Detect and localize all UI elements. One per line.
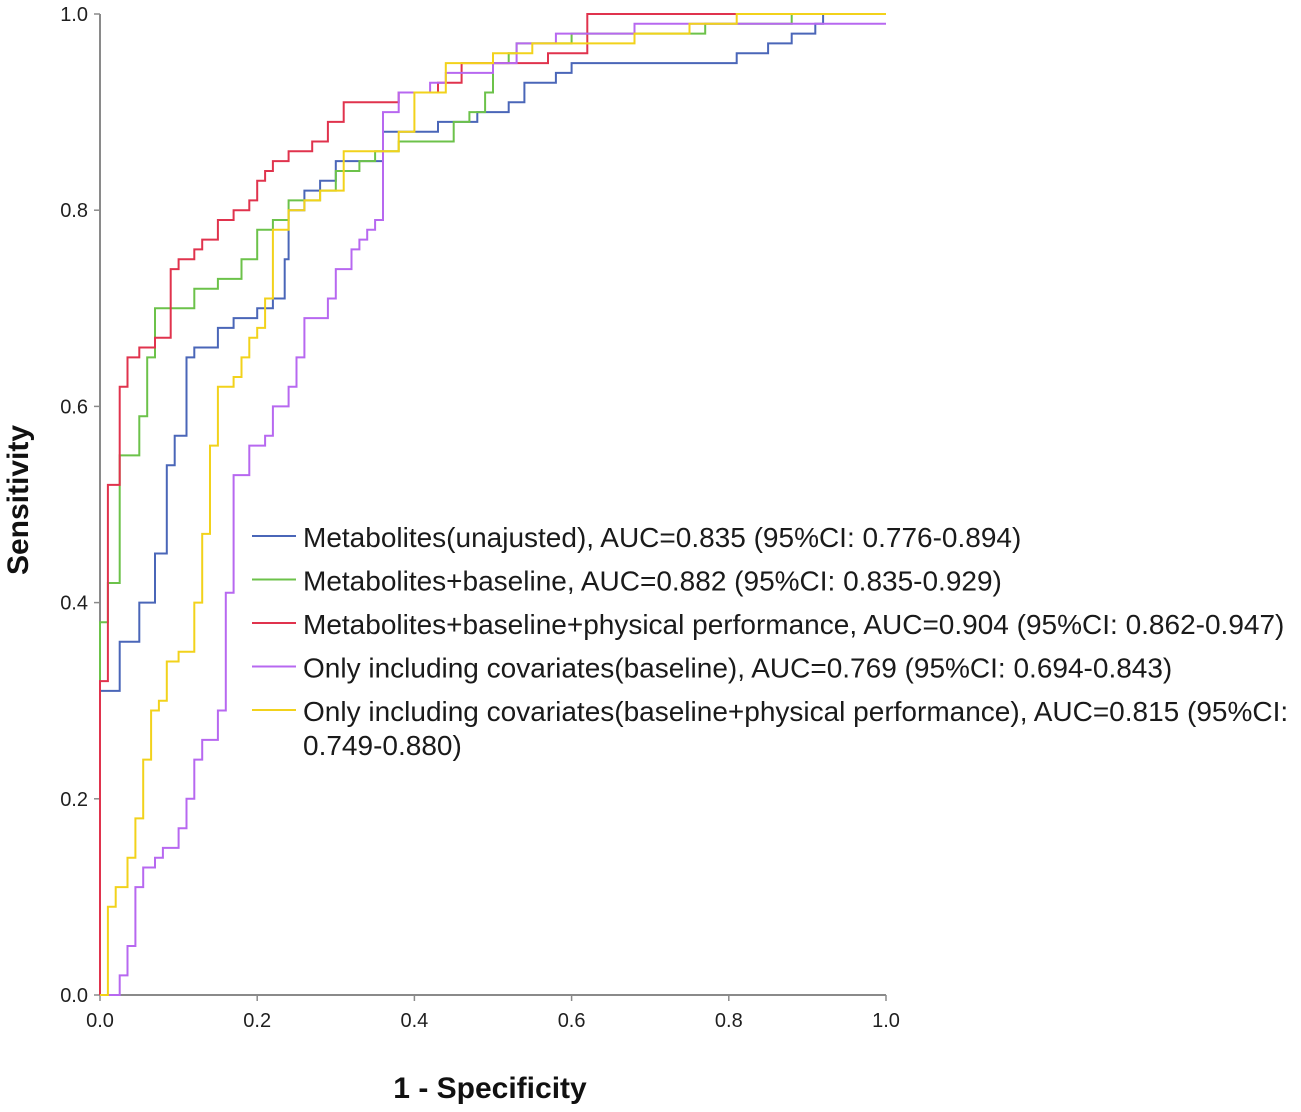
y-tick-label: 0.8: [60, 200, 88, 222]
y-axis-title: Sensitivity: [2, 425, 35, 575]
x-tick-label: 1.0: [872, 1010, 900, 1032]
legend-entry-1: Metabolites(unajusted), AUC=0.835 (95%CI…: [303, 522, 1021, 553]
legend-entry-3: Metabolites+baseline+physical performanc…: [303, 609, 1284, 640]
roc-curve-2: [99, 13, 886, 995]
x-tick-label: 0.4: [400, 1010, 428, 1032]
y-tick-label: 0.0: [60, 985, 88, 1007]
roc-curve-1: [99, 13, 886, 995]
legend-entry-4: Only including covariates(baseline), AUC…: [303, 653, 1172, 684]
roc-curve-3: [99, 13, 886, 995]
y-tick-label: 0.6: [60, 396, 88, 418]
axes: [99, 14, 886, 996]
x-tick-label: 0.0: [86, 1010, 114, 1032]
roc-curve-5: [100, 13, 886, 996]
legend-entry-2: Metabolites+baseline, AUC=0.882 (95%CI: …: [303, 566, 1002, 597]
axis-ticks: 0.0 0.2 0.4 0.6 0.8 1.0 0.0 0.2 0.4 0.6 0.8 1.0: [60, 4, 900, 1032]
roc-curve-4: [100, 22, 886, 996]
legend-entry-6: 0.749-0.880): [303, 730, 462, 761]
x-tick-label: 0.2: [243, 1010, 271, 1032]
x-tick-label: 0.6: [558, 1010, 586, 1032]
y-tick-label: 0.4: [60, 593, 88, 615]
legend: Metabolites(unajusted), AUC=0.835 (95%CI…: [252, 522, 1288, 761]
y-tick-label: 0.2: [60, 789, 88, 811]
x-axis-title: 1 - Specificity: [393, 1072, 587, 1105]
y-tick-label: 1.0: [60, 4, 88, 26]
x-tick-label: 0.8: [715, 1010, 743, 1032]
legend-entry-5: Only including covariates(baseline+physi…: [303, 696, 1288, 727]
roc-curves: [99, 13, 886, 996]
